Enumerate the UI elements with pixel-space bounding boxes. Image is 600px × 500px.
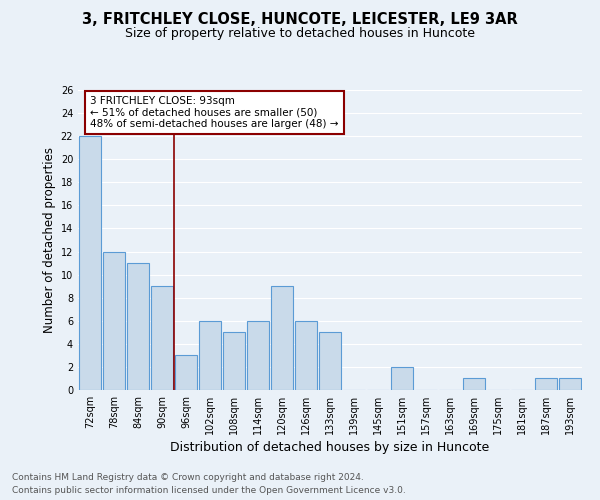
Bar bbox=[463, 378, 485, 390]
Text: 3, FRITCHLEY CLOSE, HUNCOTE, LEICESTER, LE9 3AR: 3, FRITCHLEY CLOSE, HUNCOTE, LEICESTER, … bbox=[82, 12, 518, 28]
Text: 3 FRITCHLEY CLOSE: 93sqm
← 51% of detached houses are smaller (50)
48% of semi-d: 3 FRITCHLEY CLOSE: 93sqm ← 51% of detach… bbox=[90, 96, 338, 129]
Bar bbox=[535, 378, 557, 390]
Bar bbox=[223, 332, 245, 390]
Bar bbox=[199, 321, 221, 390]
Bar bbox=[295, 321, 317, 390]
Bar bbox=[391, 367, 413, 390]
Bar bbox=[271, 286, 293, 390]
Text: Size of property relative to detached houses in Huncote: Size of property relative to detached ho… bbox=[125, 28, 475, 40]
Bar bbox=[103, 252, 125, 390]
Bar bbox=[559, 378, 581, 390]
Text: Contains HM Land Registry data © Crown copyright and database right 2024.: Contains HM Land Registry data © Crown c… bbox=[12, 474, 364, 482]
Bar bbox=[247, 321, 269, 390]
Bar bbox=[127, 263, 149, 390]
Bar bbox=[175, 356, 197, 390]
X-axis label: Distribution of detached houses by size in Huncote: Distribution of detached houses by size … bbox=[170, 441, 490, 454]
Bar bbox=[319, 332, 341, 390]
Bar bbox=[151, 286, 173, 390]
Y-axis label: Number of detached properties: Number of detached properties bbox=[43, 147, 56, 333]
Bar bbox=[79, 136, 101, 390]
Text: Contains public sector information licensed under the Open Government Licence v3: Contains public sector information licen… bbox=[12, 486, 406, 495]
